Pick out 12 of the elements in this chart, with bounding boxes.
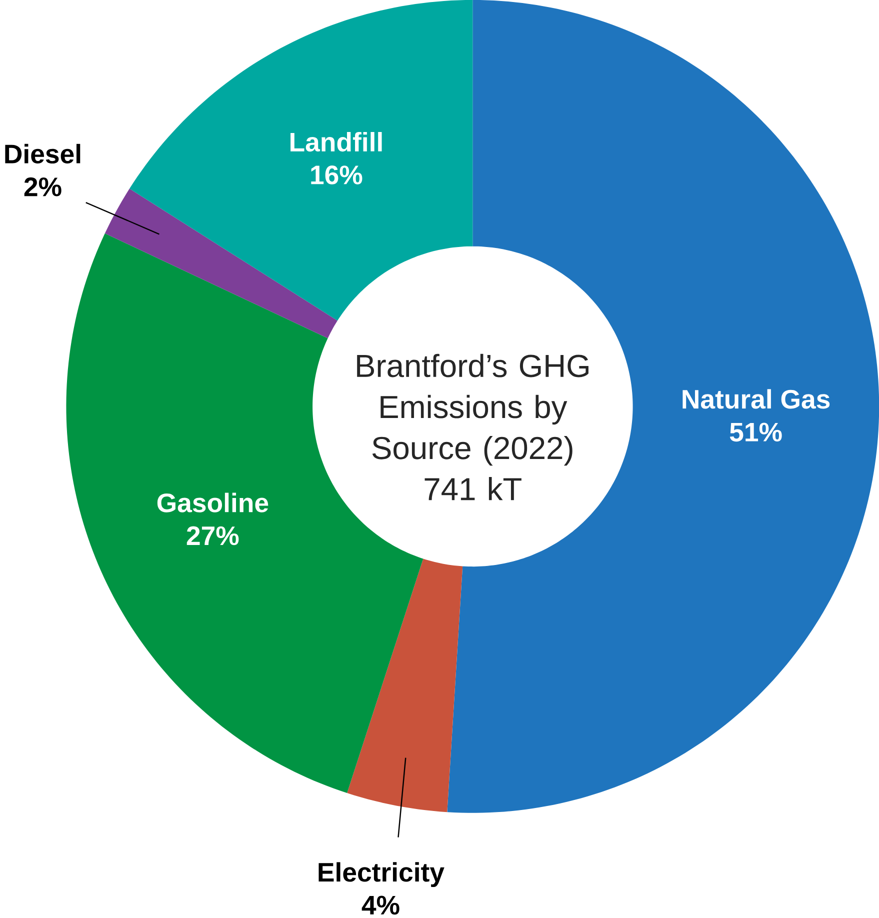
- data-label: 16%: [311, 166, 362, 184]
- slice-label: Gasoline: [157, 492, 268, 512]
- slice-label: Landfill: [290, 132, 382, 152]
- slice-label: Natural Gas: [682, 389, 830, 409]
- text: Brantford’s GHG Emissions by Source (2022): [357, 354, 588, 466]
- data-label: 2%: [24, 177, 62, 196]
- data-label: 4%: [362, 896, 400, 915]
- data-label: 51%: [730, 422, 782, 442]
- slice-label: Electricity: [318, 862, 444, 888]
- text: 741 kT: [424, 477, 522, 500]
- slice-label: Diesel: [5, 144, 80, 164]
- data-label: 27%: [186, 526, 239, 546]
